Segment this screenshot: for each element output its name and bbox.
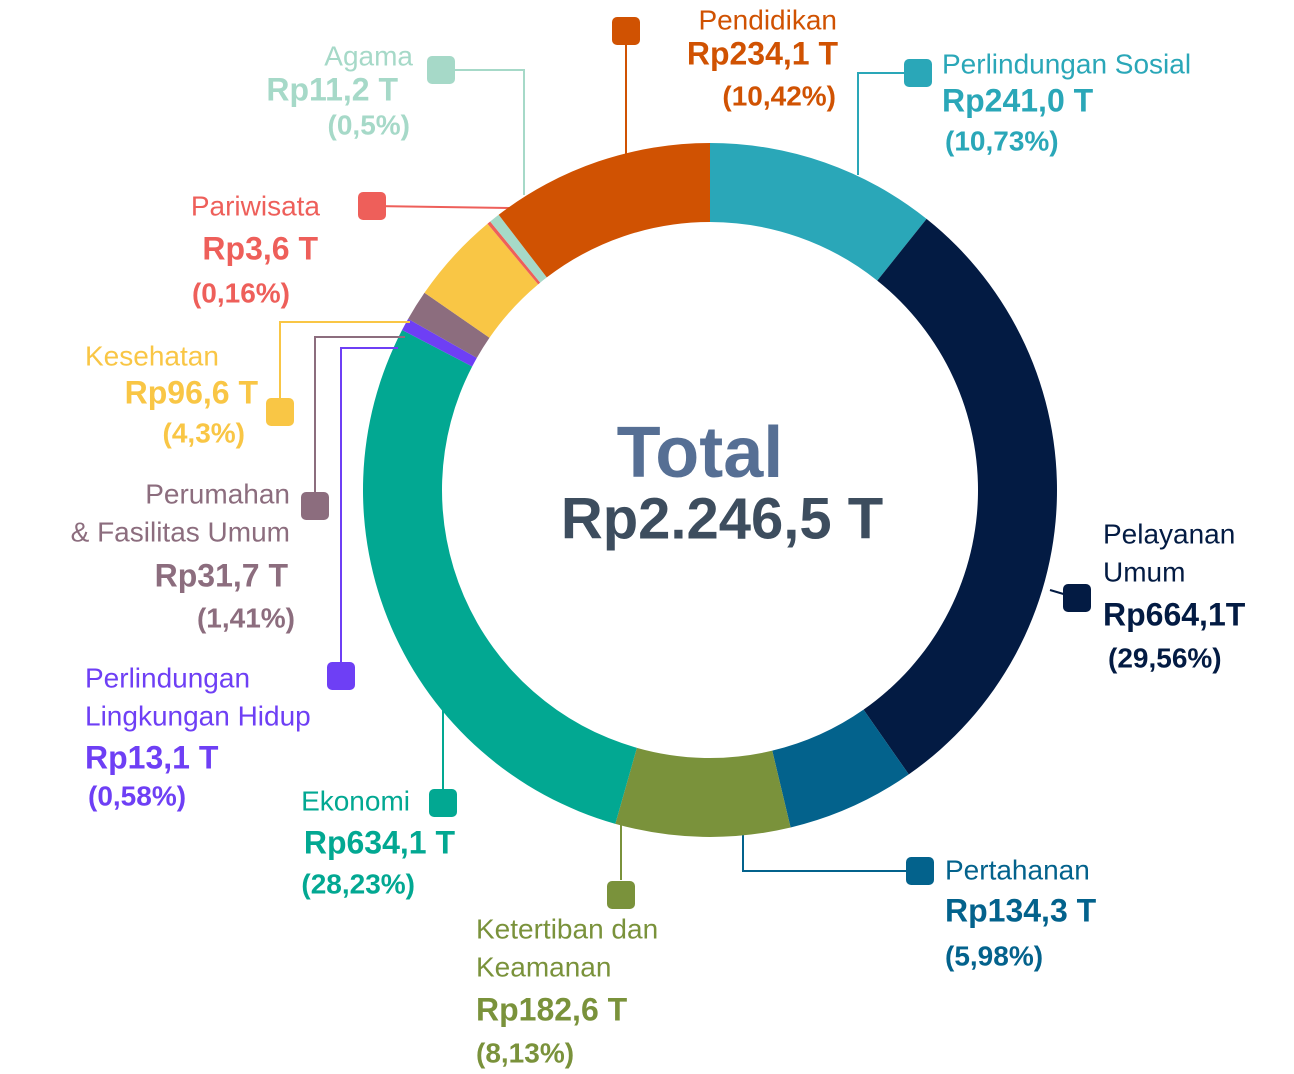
leader-line — [371, 205, 513, 209]
donut-slice — [490, 214, 547, 283]
category-label: Ketertiban dan — [476, 913, 658, 944]
percent-label: (4,3%) — [163, 417, 245, 448]
donut-slice — [408, 292, 490, 358]
amount-label: Rp96,6 T — [125, 374, 259, 410]
leader-line — [314, 336, 405, 506]
legend-swatch — [301, 492, 329, 520]
percent-label: (5,98%) — [945, 940, 1043, 971]
center-title: Total — [617, 413, 784, 493]
percent-label: (10,42%) — [722, 80, 836, 111]
leader-line — [441, 69, 525, 195]
leader-line — [742, 830, 920, 872]
amount-label: Rp234,1 T — [687, 35, 839, 71]
legend-swatch — [266, 398, 294, 426]
leader-line — [340, 347, 398, 676]
legend-swatch — [612, 17, 640, 45]
leader-line — [857, 72, 918, 175]
amount-label: Rp134,3 T — [945, 892, 1097, 928]
category-label: Pelayanan — [1103, 518, 1235, 549]
category-label: Umum — [1103, 556, 1185, 587]
amount-label: Rp31,7 T — [155, 557, 289, 593]
legend-swatch — [1063, 584, 1091, 612]
amount-label: Rp664,1T — [1103, 596, 1246, 632]
category-label: Agama — [324, 40, 413, 71]
donut-slice — [402, 318, 477, 367]
amount-label: Rp11,2 T — [266, 71, 398, 107]
donut-slice — [363, 330, 637, 824]
category-label: Pendidikan — [698, 4, 837, 35]
percent-label: (29,56%) — [1108, 642, 1222, 673]
percent-label: (10,73%) — [945, 125, 1059, 156]
legend-swatch — [906, 857, 934, 885]
amount-label: Rp13,1 T — [85, 739, 219, 775]
percent-label: (28,23%) — [301, 868, 415, 899]
percent-label: (0,16%) — [192, 277, 290, 308]
legend-swatch — [904, 59, 932, 87]
legend-swatch — [607, 881, 635, 909]
donut-slice — [772, 709, 909, 828]
amount-label: Rp182,6 T — [476, 991, 628, 1027]
percent-label: (0,5%) — [328, 109, 410, 140]
category-label: Ekonomi — [301, 785, 410, 816]
category-label: Kesehatan — [85, 340, 219, 371]
donut-slice — [487, 221, 541, 285]
percent-label: (0,58%) — [88, 780, 186, 811]
donut-slice — [710, 143, 927, 281]
category-label: Pertahanan — [945, 854, 1090, 885]
amount-label: Rp634,1 T — [304, 824, 456, 860]
percent-label: (8,13%) — [476, 1037, 574, 1068]
category-label: Perumahan — [145, 478, 290, 509]
category-label: Perlindungan — [85, 662, 250, 693]
percent-label: (1,41%) — [197, 602, 295, 633]
amount-label: Rp241,0 T — [942, 82, 1094, 118]
legend-swatch — [358, 192, 386, 220]
category-label: Pariwisata — [191, 190, 321, 221]
category-label: Lingkungan Hidup — [85, 700, 311, 731]
donut-slice — [424, 223, 539, 338]
legend-swatch — [427, 56, 455, 84]
donut-slice — [498, 143, 710, 278]
legend-swatch — [327, 662, 355, 690]
leader-line — [279, 321, 410, 412]
category-label: & Fasilitas Umum — [71, 516, 290, 547]
center-total: Rp2.246,5 T — [561, 486, 883, 551]
category-label: Keamanan — [476, 951, 611, 982]
amount-label: Rp3,6 T — [202, 230, 318, 266]
legend-swatch — [429, 789, 457, 817]
donut-slice — [615, 747, 791, 837]
donut-slice — [863, 218, 1057, 775]
category-label: Perlindungan Sosial — [942, 48, 1191, 79]
